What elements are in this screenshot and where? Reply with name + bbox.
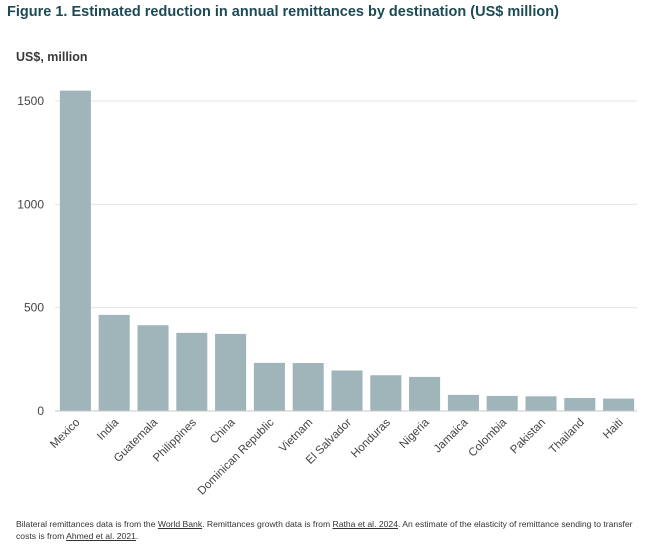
x-tick-label: Dominican Republic — [196, 416, 277, 497]
y-tick-label: 500 — [24, 301, 44, 315]
x-tick-label: Thailand — [547, 417, 587, 457]
bar — [292, 363, 324, 411]
x-tick-label: Honduras — [349, 416, 393, 460]
bar — [409, 376, 441, 411]
x-tick-label: Mexico — [48, 417, 82, 451]
bar — [370, 375, 402, 411]
bar — [98, 314, 130, 411]
x-tick-label: India — [95, 416, 122, 443]
bar — [447, 394, 479, 411]
ahmed-link[interactable]: Ahmed et al. 2021 — [66, 531, 136, 541]
bar — [486, 395, 518, 411]
bar — [603, 398, 635, 411]
bar — [253, 362, 285, 411]
bar — [564, 397, 596, 411]
bar — [215, 333, 247, 411]
footnote-text-1: Bilateral remittances data is from the — [16, 519, 158, 529]
y-tick-label: 1500 — [17, 94, 44, 108]
bar — [525, 396, 557, 411]
footnote-text-3: . An estimate of the elasticity of remit… — [16, 519, 633, 541]
x-tick-label: Colombia — [466, 416, 509, 459]
footnote-text-2: . Remittances growth data is from — [202, 519, 333, 529]
bar — [176, 332, 208, 411]
bar — [331, 370, 363, 411]
x-tick-label: Vietnam — [277, 417, 315, 455]
figure-title: Figure 1. Estimated reduction in annual … — [7, 4, 559, 20]
y-axis-unit-label: US$, million — [16, 50, 88, 64]
x-tick-label: China — [208, 416, 238, 446]
x-tick-label: Nigeria — [397, 416, 432, 451]
y-tick-label: 1000 — [17, 197, 44, 211]
bar — [137, 325, 169, 411]
footnote-text-4: . — [135, 531, 139, 541]
footnote: Bilateral remittances data is from the W… — [16, 518, 641, 542]
bar — [59, 90, 91, 412]
y-tick-label: 0 — [37, 404, 44, 418]
ratha-link[interactable]: Ratha et al. 2024 — [332, 519, 398, 529]
x-tick-label: Haiti — [601, 417, 626, 442]
x-tick-label: Jamaica — [432, 416, 471, 455]
x-tick-label: Pakistan — [508, 417, 548, 457]
world-bank-link[interactable]: World Bank — [157, 519, 203, 529]
